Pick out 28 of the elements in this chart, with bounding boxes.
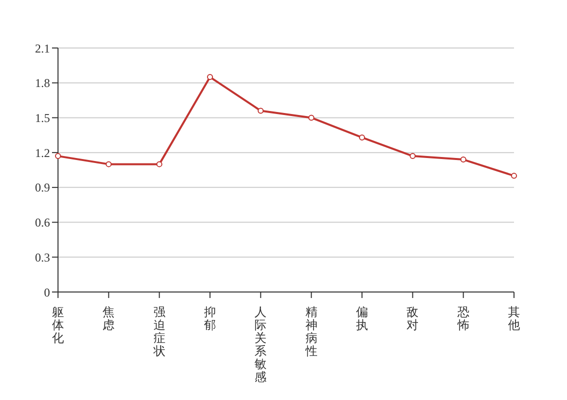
x-tick-label: 其他 xyxy=(508,305,520,332)
x-tick-label: 精神病性 xyxy=(304,305,318,358)
point xyxy=(207,74,213,80)
point xyxy=(410,153,416,160)
y-tick-label: 0 xyxy=(44,285,50,300)
x-tick-label: 强迫症状 xyxy=(152,305,166,358)
point xyxy=(156,161,162,168)
point xyxy=(308,114,314,121)
point xyxy=(106,161,112,168)
x-tick-label: 偏执 xyxy=(356,305,368,332)
y-tick-label: 0.6 xyxy=(35,216,50,230)
point xyxy=(460,156,466,163)
point xyxy=(55,153,61,160)
y-tick-label: 1.5 xyxy=(35,110,50,125)
x-tick-label: 抑郁 xyxy=(204,305,216,332)
x-tick-label: 人际关系敏感 xyxy=(254,305,267,384)
x-tick-label: 敌对 xyxy=(406,305,419,332)
x-tick-label: 恐怖 xyxy=(456,305,470,332)
y-tick-label: 1.8 xyxy=(35,76,50,90)
point xyxy=(359,134,365,140)
point xyxy=(511,172,517,179)
x-tick-label: 躯体化 xyxy=(52,305,64,345)
y-tick-label: 0.3 xyxy=(35,250,50,264)
point xyxy=(258,108,264,114)
y-tick-label: 0.9 xyxy=(35,180,50,195)
x-tick-label: 焦虑 xyxy=(102,305,115,332)
y-tick-label: 2.1 xyxy=(35,41,50,56)
y-tick-label: 1.2 xyxy=(35,146,50,160)
